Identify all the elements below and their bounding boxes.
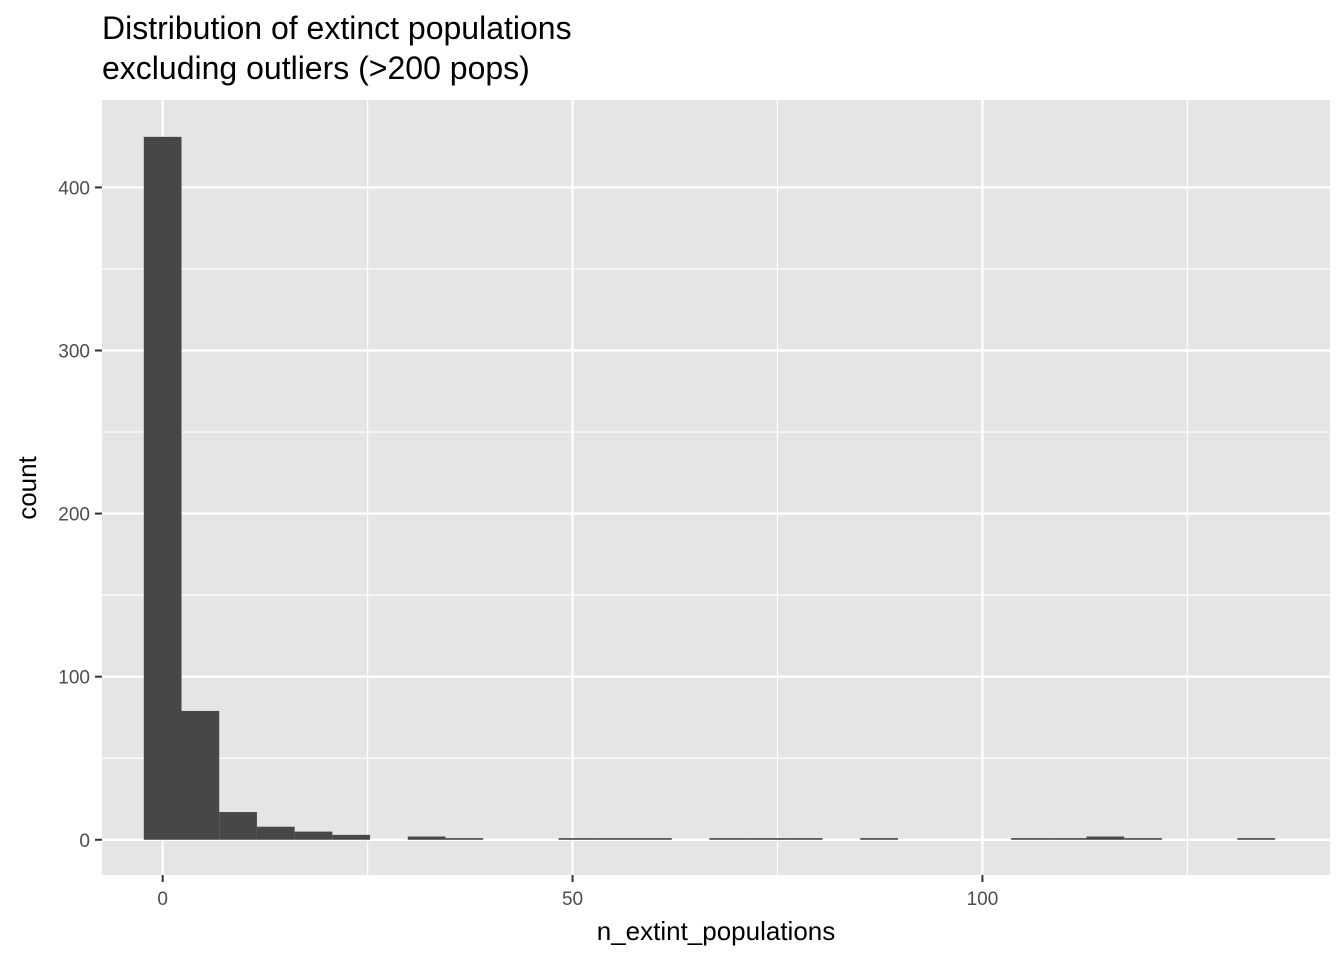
histogram-bar [1011,838,1049,840]
plot-panel [102,100,1330,875]
title-block: Distribution of extinct populations excl… [102,8,572,88]
histogram-bar [747,838,785,840]
histogram-bar [860,838,898,840]
chart-title: Distribution of extinct populations [102,10,572,46]
minor-gridlines [102,100,1330,875]
x-tick-label: 50 [562,889,583,910]
histogram-bar [596,838,635,840]
histogram-bar [294,831,333,840]
histogram-bar [332,834,371,840]
x-tick-label: 100 [967,889,999,910]
histogram-bar [219,812,257,840]
histogram-bar [256,826,295,840]
histogram-bar [634,838,672,840]
histogram-bar [558,838,597,840]
histogram-bar [1086,836,1125,840]
y-tick-label: 300 [58,342,90,363]
histogram-bar [407,836,446,840]
chart-subtitle: excluding outliers (>200 pops) [102,50,530,86]
histogram-bar [1124,838,1162,840]
y-tick-label: 200 [58,505,90,526]
histogram-bar [1048,838,1087,840]
y-tick-label: 0 [79,831,90,852]
histogram-bar [709,838,748,840]
histogram-bar [784,838,823,840]
histogram-bar [445,838,484,840]
x-tick-label: 0 [157,889,168,910]
histogram-bar [143,136,182,840]
histogram-bar [181,710,220,840]
x-axis: 0 50 100 [157,875,998,910]
histogram-bars [143,136,1276,840]
y-tick-label: 100 [58,668,90,689]
histogram-bar [1237,838,1276,840]
y-tick-label: 400 [58,178,90,199]
y-axis: 0 100 200 300 400 [58,178,102,852]
y-axis-title: count [12,455,42,519]
x-axis-title: n_extint_populations [597,916,836,946]
